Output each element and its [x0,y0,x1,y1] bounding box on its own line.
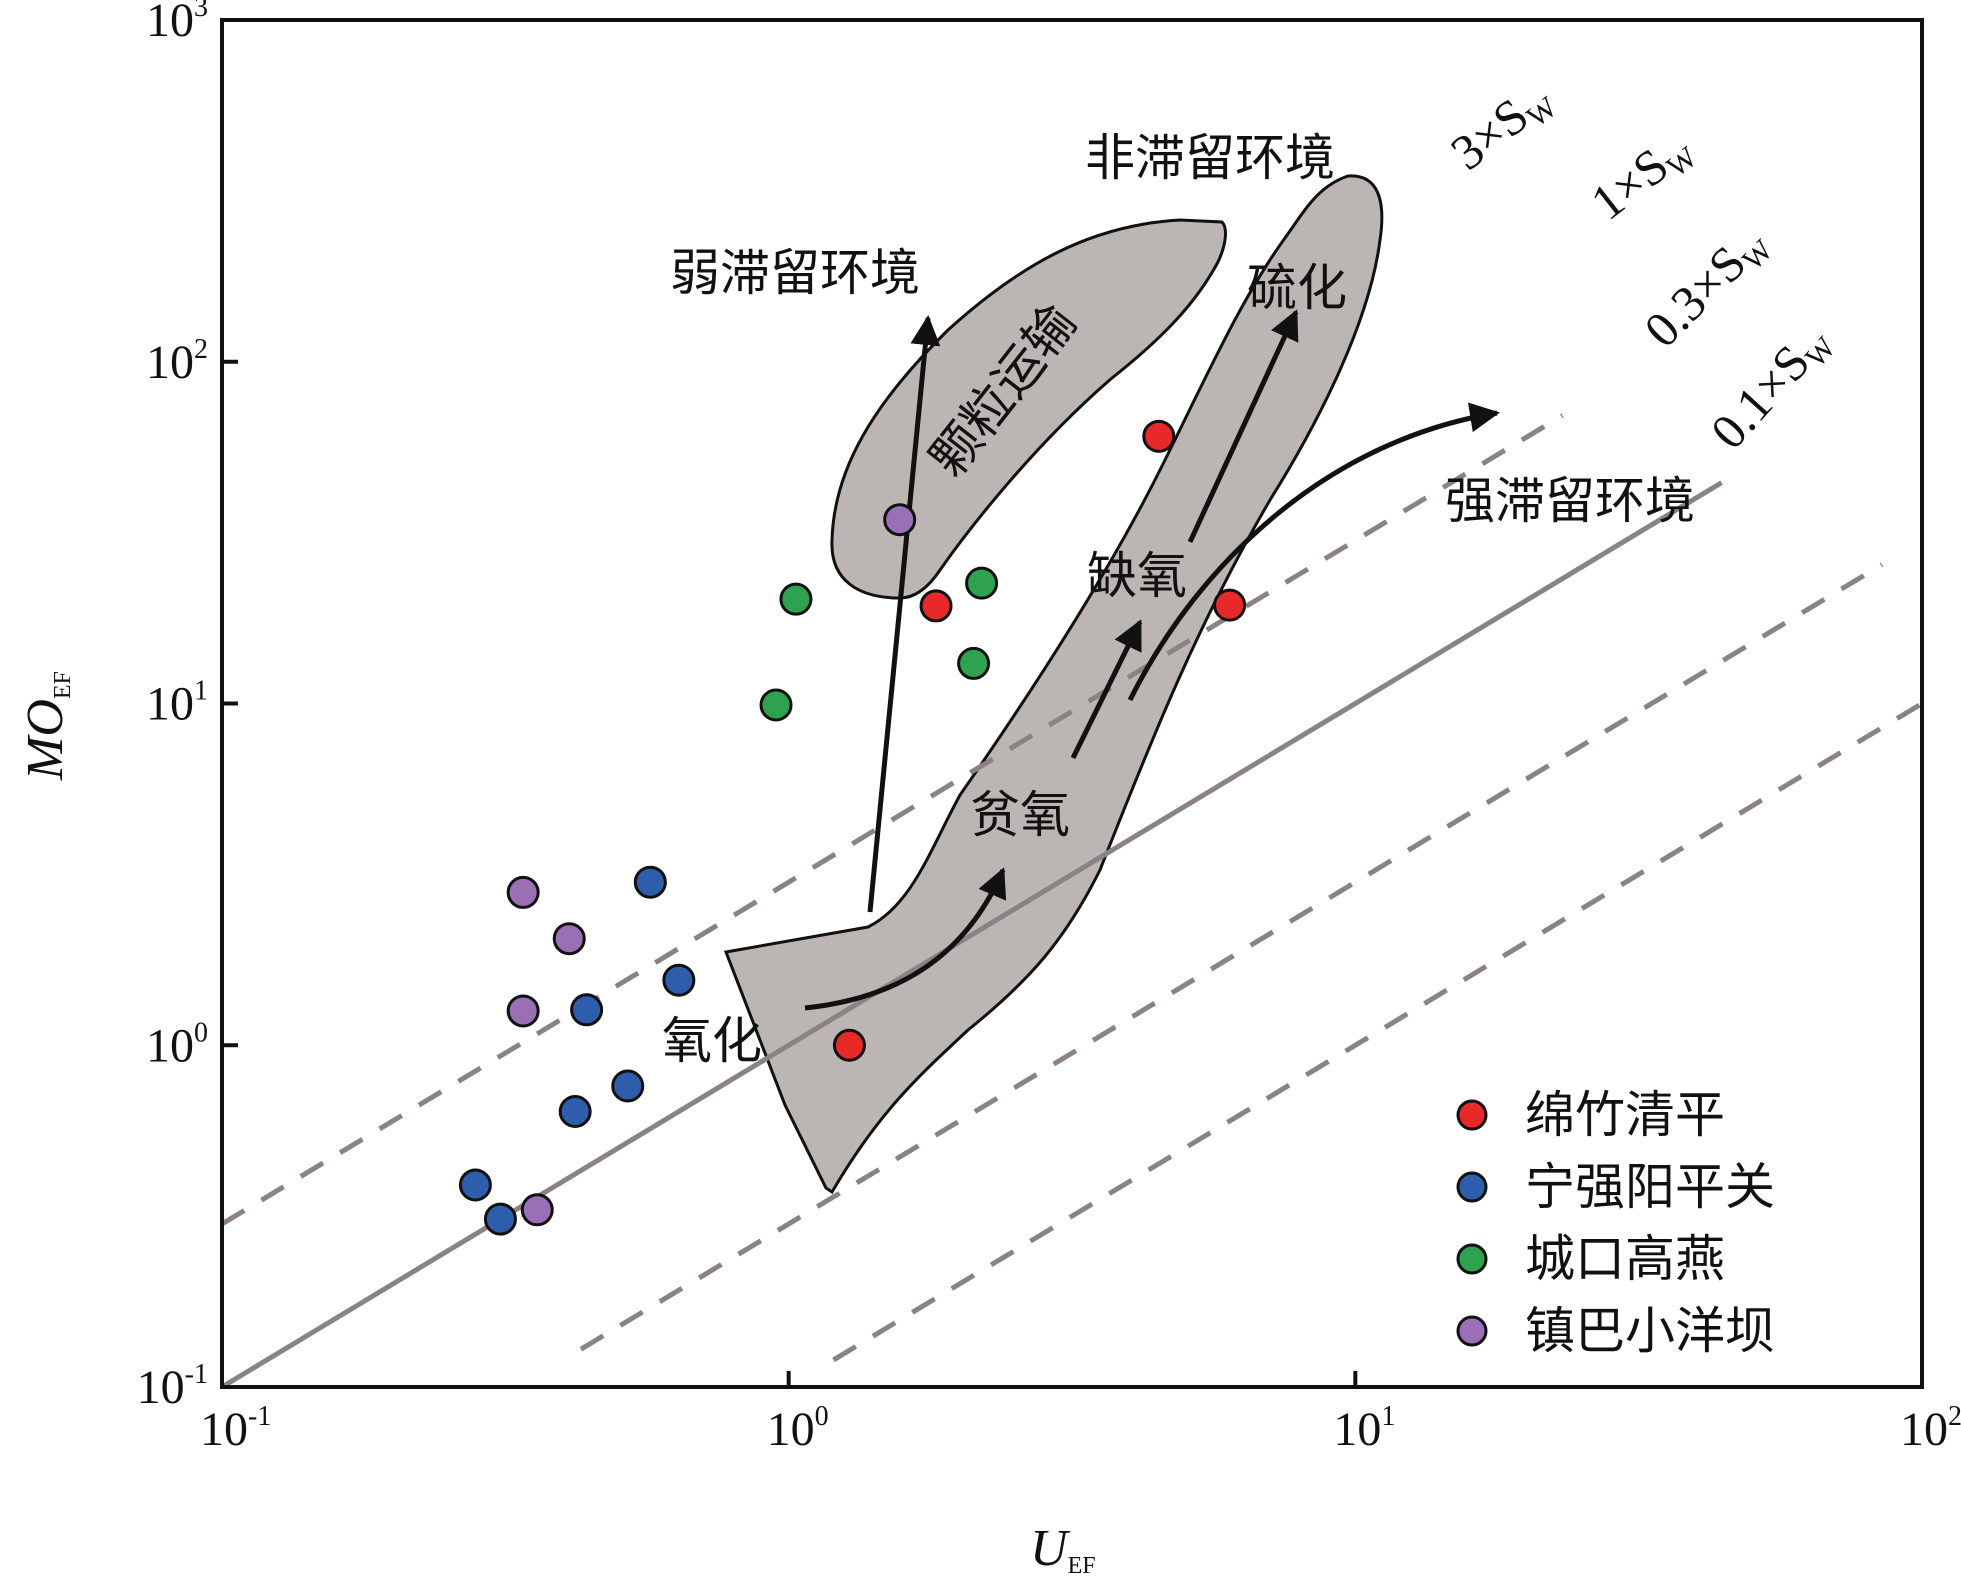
label-anoxic: 缺氧 [1087,547,1187,605]
label-3sw: 3×SW [1440,69,1564,184]
sulfidic-arrow [1187,309,1299,544]
redox-path-region [723,174,1384,1195]
y-axis-title: MOEF [17,671,76,781]
y-tick-label-4: 103 [146,0,208,47]
point-series-0-1 [919,589,953,623]
point-series-2-2 [965,566,999,600]
y-tick-label-1: 100 [146,1017,208,1072]
legend-label-mianzhu: 绵竹清平 [1525,1086,1725,1144]
oxidation-arrow [804,867,1007,1011]
label-sulfidic: 硫化 [1247,259,1347,317]
point-series-0-2 [1142,419,1176,453]
process-arrows [804,309,1500,1011]
label-non-retention: 非滞留环境 [1085,129,1335,187]
point-series-1-0 [633,865,667,899]
point-series-2-0 [779,582,813,616]
point-series-1-3 [611,1069,645,1103]
y-tick-label-0: 10-1 [137,1359,208,1414]
point-series-3-3 [506,994,540,1028]
legend: 绵竹清平 宁强阳平关 城口高燕 镇巴小洋坝 [1456,1086,1775,1360]
legend-marker-chengkou [1456,1243,1488,1275]
point-series-1-6 [483,1202,517,1236]
point-series-1-5 [458,1168,492,1202]
reference-line-labels: 3×SW 1×SW 0.3×SW 0.1×SW [1440,69,1843,462]
point-series-1-4 [558,1094,592,1128]
legend-item-mianzhu: 绵竹清平 [1456,1086,1725,1144]
point-series-0-0 [832,1028,866,1062]
strong-retention-arrow [1127,402,1500,702]
suboxic-arrow [1070,619,1143,760]
label-1sw: 1×SW [1580,119,1704,234]
reference-line-1 [222,480,1723,1387]
point-series-3-0 [883,503,917,537]
x-axis-title: UEF [1030,1520,1096,1579]
point-series-3-2 [552,922,586,956]
legend-item-zhenba: 镇巴小洋坝 [1456,1302,1775,1360]
axis-ticks: 10-1 100 101 102 10-1 100 101 102 103 [137,0,1961,1456]
regions [723,174,1384,1195]
point-series-3-4 [520,1193,554,1227]
reference-line-0 [222,413,1564,1227]
label-weak-retention: 弱滞留环境 [670,244,920,302]
particle-transport-region [830,218,1227,600]
legend-marker-mianzhu [1456,1099,1488,1131]
y-tick-label-3: 102 [146,334,208,389]
legend-item-ningqiang: 宁强阳平关 [1456,1158,1775,1216]
x-tick-label-1: 100 [767,1401,829,1456]
y-tick-label-2: 101 [146,676,208,731]
point-series-3-1 [506,875,540,909]
legend-marker-ningqiang [1456,1171,1488,1203]
reference-line-2 [579,562,1884,1352]
point-series-1-2 [570,993,604,1027]
point-series-1-1 [662,963,696,997]
legend-label-ningqiang: 宁强阳平关 [1525,1158,1775,1216]
label-03sw: 0.3×SW [1633,214,1780,361]
point-series-2-1 [759,688,793,722]
label-strong-retention: 强滞留环境 [1445,472,1695,530]
label-suboxic: 贫氧 [970,786,1070,844]
label-01sw: 0.1×SW [1700,312,1843,462]
data-points [458,419,1247,1236]
point-series-0-3 [1213,588,1247,622]
legend-label-zhenba: 镇巴小洋坝 [1525,1302,1775,1360]
x-tick-label-3: 102 [1900,1401,1961,1456]
point-series-2-3 [957,646,991,680]
x-tick-label-2: 101 [1333,1401,1395,1456]
reference-line-3 [832,701,1922,1363]
legend-label-chengkou: 城口高燕 [1525,1230,1725,1288]
weak-retention-arrow [867,315,941,913]
reference-lines [222,413,1922,1387]
legend-item-chengkou: 城口高燕 [1456,1230,1725,1288]
label-oxidation: 氧化 [662,1012,762,1070]
legend-marker-zhenba [1456,1315,1488,1347]
x-tick-label-0: 10-1 [200,1401,271,1456]
